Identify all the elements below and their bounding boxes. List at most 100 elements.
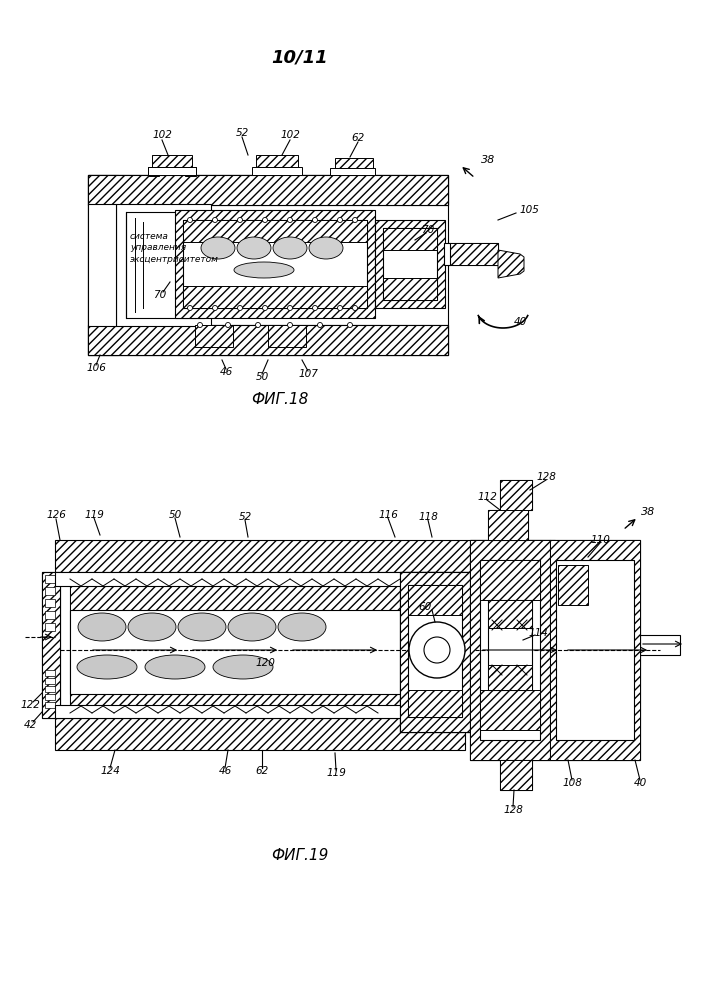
Bar — [45, 702, 55, 708]
Text: 38: 38 — [641, 507, 655, 517]
Bar — [183, 220, 367, 242]
Bar — [55, 540, 555, 572]
Bar — [400, 572, 470, 732]
Ellipse shape — [273, 237, 307, 259]
Text: система
управления
эксцентриситетом: система управления эксцентриситетом — [130, 232, 219, 264]
Text: 128: 128 — [503, 805, 523, 815]
Bar — [116, 204, 211, 326]
Bar — [488, 510, 528, 540]
Bar — [126, 212, 204, 318]
Circle shape — [353, 306, 358, 310]
Ellipse shape — [128, 613, 176, 641]
Text: 46: 46 — [220, 367, 232, 377]
Bar — [383, 228, 437, 300]
Bar — [175, 210, 375, 318]
Bar — [408, 585, 462, 717]
Bar — [375, 220, 445, 308]
Bar — [480, 560, 540, 740]
Text: 62: 62 — [256, 766, 269, 776]
Bar — [70, 586, 400, 718]
Bar — [488, 600, 532, 690]
Bar — [488, 665, 532, 690]
Bar — [88, 175, 448, 205]
Circle shape — [256, 322, 260, 328]
Bar — [256, 155, 298, 167]
Bar — [330, 168, 375, 175]
Ellipse shape — [237, 237, 271, 259]
Bar — [550, 540, 640, 760]
Circle shape — [348, 322, 353, 328]
Bar — [45, 694, 55, 700]
Bar — [500, 760, 532, 790]
Bar — [88, 204, 116, 326]
Bar — [42, 572, 60, 718]
Ellipse shape — [77, 655, 137, 679]
Circle shape — [318, 322, 322, 328]
Bar — [488, 600, 532, 628]
Bar — [480, 560, 540, 600]
Text: 46: 46 — [218, 766, 232, 776]
Bar — [383, 278, 437, 300]
Text: 128: 128 — [536, 472, 556, 482]
Text: 102: 102 — [280, 130, 300, 140]
Bar — [88, 175, 118, 355]
Bar — [558, 565, 588, 605]
Bar — [45, 587, 55, 595]
Circle shape — [337, 306, 343, 310]
Text: ФИГ.19: ФИГ.19 — [271, 848, 329, 862]
Bar — [152, 155, 192, 167]
Circle shape — [187, 218, 192, 223]
Bar — [45, 678, 55, 684]
Bar — [383, 228, 437, 250]
Ellipse shape — [178, 613, 226, 641]
Circle shape — [263, 218, 268, 223]
Bar — [42, 572, 60, 718]
Text: ФИГ.18: ФИГ.18 — [251, 392, 308, 408]
Circle shape — [353, 218, 358, 223]
Ellipse shape — [213, 655, 273, 679]
Polygon shape — [498, 250, 524, 278]
Bar — [500, 760, 532, 790]
Bar — [400, 572, 470, 732]
Bar — [556, 560, 634, 740]
Bar — [70, 610, 400, 694]
Circle shape — [337, 218, 343, 223]
Bar — [195, 325, 233, 347]
Bar — [183, 220, 367, 308]
Text: 70: 70 — [422, 225, 434, 235]
Text: 119: 119 — [326, 768, 346, 778]
Text: 52: 52 — [239, 512, 251, 522]
Bar — [88, 325, 448, 355]
Bar — [183, 286, 367, 308]
Circle shape — [237, 218, 242, 223]
Text: 60: 60 — [418, 602, 432, 612]
Bar — [45, 623, 55, 631]
Bar — [470, 540, 550, 760]
Bar — [55, 705, 435, 718]
Ellipse shape — [234, 262, 294, 278]
Bar — [480, 690, 540, 730]
Bar — [448, 243, 498, 265]
Bar — [500, 480, 532, 510]
Bar — [550, 540, 640, 760]
Bar — [55, 718, 465, 750]
Text: 112: 112 — [477, 492, 497, 502]
Text: 116: 116 — [378, 510, 398, 520]
Bar — [70, 586, 400, 718]
Text: 102: 102 — [152, 130, 172, 140]
Circle shape — [409, 622, 465, 678]
Text: 119: 119 — [84, 510, 104, 520]
Ellipse shape — [278, 613, 326, 641]
Bar — [70, 586, 400, 718]
Bar — [470, 540, 550, 760]
Bar — [500, 480, 532, 510]
Circle shape — [263, 306, 268, 310]
Bar — [148, 167, 196, 175]
Circle shape — [424, 637, 450, 663]
Text: 126: 126 — [46, 510, 66, 520]
Bar — [268, 325, 306, 347]
Bar — [408, 690, 462, 717]
Circle shape — [287, 306, 292, 310]
Text: 10/11: 10/11 — [272, 49, 328, 67]
Text: 40: 40 — [634, 778, 647, 788]
